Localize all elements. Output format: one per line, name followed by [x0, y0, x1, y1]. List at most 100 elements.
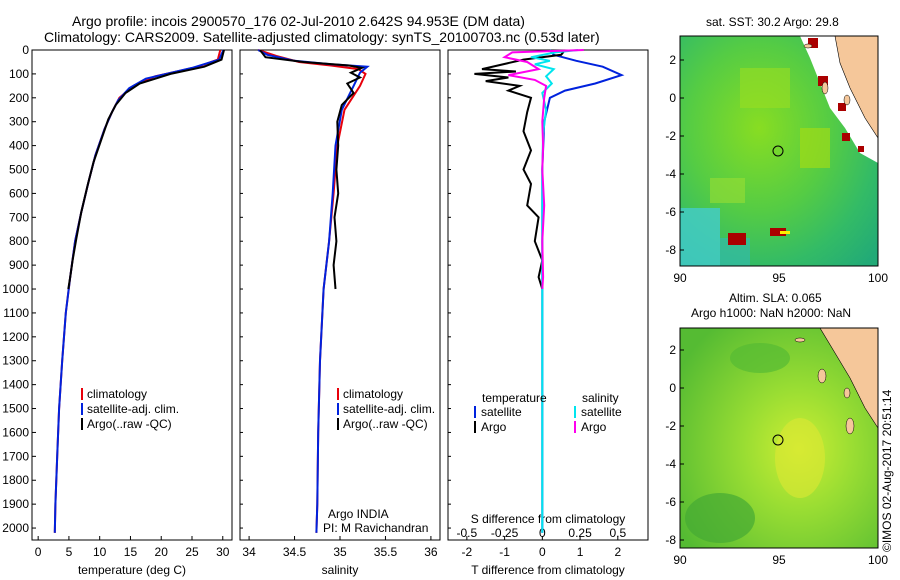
y-tick-label: -2 [665, 129, 676, 143]
y-tick-label: 1500 [2, 402, 29, 416]
series-line [257, 49, 367, 533]
legend-title: salinity [582, 391, 619, 405]
y-tick-label: 1600 [2, 425, 29, 439]
x-tick-label: 90 [673, 271, 687, 285]
x-tick-label: 30 [216, 545, 230, 559]
sst-hot-cell [838, 103, 846, 111]
y-tick-label: 2 [669, 343, 676, 357]
x-tick-label: 34.5 [283, 545, 307, 559]
panel-frame-temperature [31, 49, 233, 541]
x-tick-label: 0 [35, 545, 42, 559]
legend-title: temperature [482, 391, 547, 405]
x-tick-top-label: -0.25 [491, 526, 519, 540]
legend-label: Argo(..raw -QC) [343, 417, 428, 431]
y-tick-label: 200 [9, 91, 29, 105]
series-line [257, 49, 370, 533]
series-line [53, 49, 222, 533]
sla-low-patch [730, 343, 790, 373]
sst-warm-patch [710, 178, 745, 203]
x-tick-top-label: 0.5 [609, 526, 626, 540]
x-tick-label: 5 [66, 545, 73, 559]
x-tick-label: 10 [93, 545, 107, 559]
x-tick-label: 15 [124, 545, 138, 559]
y-tick-label: 0 [22, 43, 29, 57]
x-tick-label: 100 [868, 271, 888, 285]
x-tick-top-label: -0.5 [457, 526, 478, 540]
y-tick-label: 0 [669, 381, 676, 395]
y-tick-label: 1100 [3, 306, 29, 320]
x-axis-label: salinity [322, 563, 359, 577]
x-tick-label: 95 [772, 553, 786, 567]
y-tick-label: 1000 [2, 282, 29, 296]
y-tick-label: 0 [669, 91, 676, 105]
island [843, 94, 851, 106]
panel-frame-differences [447, 49, 649, 541]
sst-hot-cell [780, 231, 790, 234]
sla-map: 2 0 -2 -4 -6 -8 90 95 100 [665, 327, 888, 567]
legend-label: Argo(..raw -QC) [87, 417, 172, 431]
y-tick-label: 1400 [2, 378, 29, 392]
sst-map-axes: 2 0 -2 -4 -6 -8 90 95 100 [665, 53, 888, 285]
x-tick-label: 34 [242, 545, 256, 559]
series-line [67, 49, 225, 290]
argo-float-marker [772, 434, 784, 446]
sla-map-axes: 2 0 -2 -4 -6 -8 90 95 100 [665, 343, 888, 567]
y-tick-label: 2000 [2, 521, 29, 535]
y-tick-label: 2 [669, 53, 676, 67]
x-tick-label: 36 [424, 545, 438, 559]
y-tick-label: -4 [665, 457, 676, 471]
x-tick-label: 35.5 [374, 545, 398, 559]
x-tick-label: 1 [577, 545, 584, 559]
x-tick-label: -2 [462, 545, 473, 559]
island [843, 387, 851, 399]
sst-cool-patch [680, 208, 720, 266]
sla-map-title-line1: Altim. SLA: 0.065 [729, 291, 822, 305]
series-line [259, 49, 366, 290]
island [821, 81, 829, 95]
y-tick-label: -8 [665, 243, 676, 257]
y-tick-label: 600 [9, 186, 29, 200]
legend-label: satellite-adj. clim. [343, 402, 435, 416]
x-tick-top-label: 0.25 [568, 526, 592, 540]
sst-map-frame [679, 35, 879, 267]
series-line [530, 49, 579, 533]
sst-hot-cell [808, 38, 818, 48]
sst-map: 2 0 -2 -4 -6 -8 90 95 100 [665, 35, 888, 285]
series-line [541, 49, 625, 533]
x-axis-label: T difference from climatology [471, 563, 625, 577]
x-tick-label: 35 [333, 545, 347, 559]
sla-map-frame [679, 327, 879, 549]
y-tick-label: 1200 [2, 330, 29, 344]
y-tick-label: 300 [9, 115, 29, 129]
sst-hot-cell [842, 133, 850, 141]
legend-label: Argo [481, 420, 507, 434]
sla-high-patch [775, 418, 825, 498]
y-tick-label: 900 [9, 258, 29, 272]
x-tick-label: 90 [673, 553, 687, 567]
x-tick-label: 25 [185, 545, 199, 559]
y-tick-label: -4 [665, 167, 676, 181]
y-tick-label: 400 [9, 139, 29, 153]
legend-label: Argo [581, 420, 607, 434]
island [845, 417, 855, 435]
x-tick-label: -1 [499, 545, 510, 559]
y-tick-label: 800 [9, 234, 29, 248]
y-tick-label: 1300 [2, 354, 29, 368]
x-tick-top-label: 0 [539, 526, 546, 540]
series-line [53, 49, 225, 533]
sst-warm-patch [740, 68, 790, 108]
y-tick-label: -6 [665, 205, 676, 219]
sla-low-patch [685, 493, 755, 543]
chart-title-line2: Climatology: CARS2009. Satellite-adjuste… [44, 29, 600, 45]
sst-map-title: sat. SST: 30.2 Argo: 29.8 [706, 15, 839, 29]
series-line [474, 49, 566, 290]
x-axis-top-label: S difference from climatology [471, 512, 626, 526]
y-tick-label: 1800 [2, 473, 29, 487]
y-tick-label: 700 [9, 210, 29, 224]
x-tick-label: 100 [868, 553, 888, 567]
sst-hot-cell [728, 233, 746, 245]
y-tick-label: 1900 [2, 497, 29, 511]
chart-title-line1: Argo profile: incois 2900570_176 02-Jul-… [72, 13, 525, 29]
y-tick-label: 1700 [2, 449, 29, 463]
imos-watermark: ©IMOS 02-Aug-2017 20:51:14 [880, 389, 894, 552]
